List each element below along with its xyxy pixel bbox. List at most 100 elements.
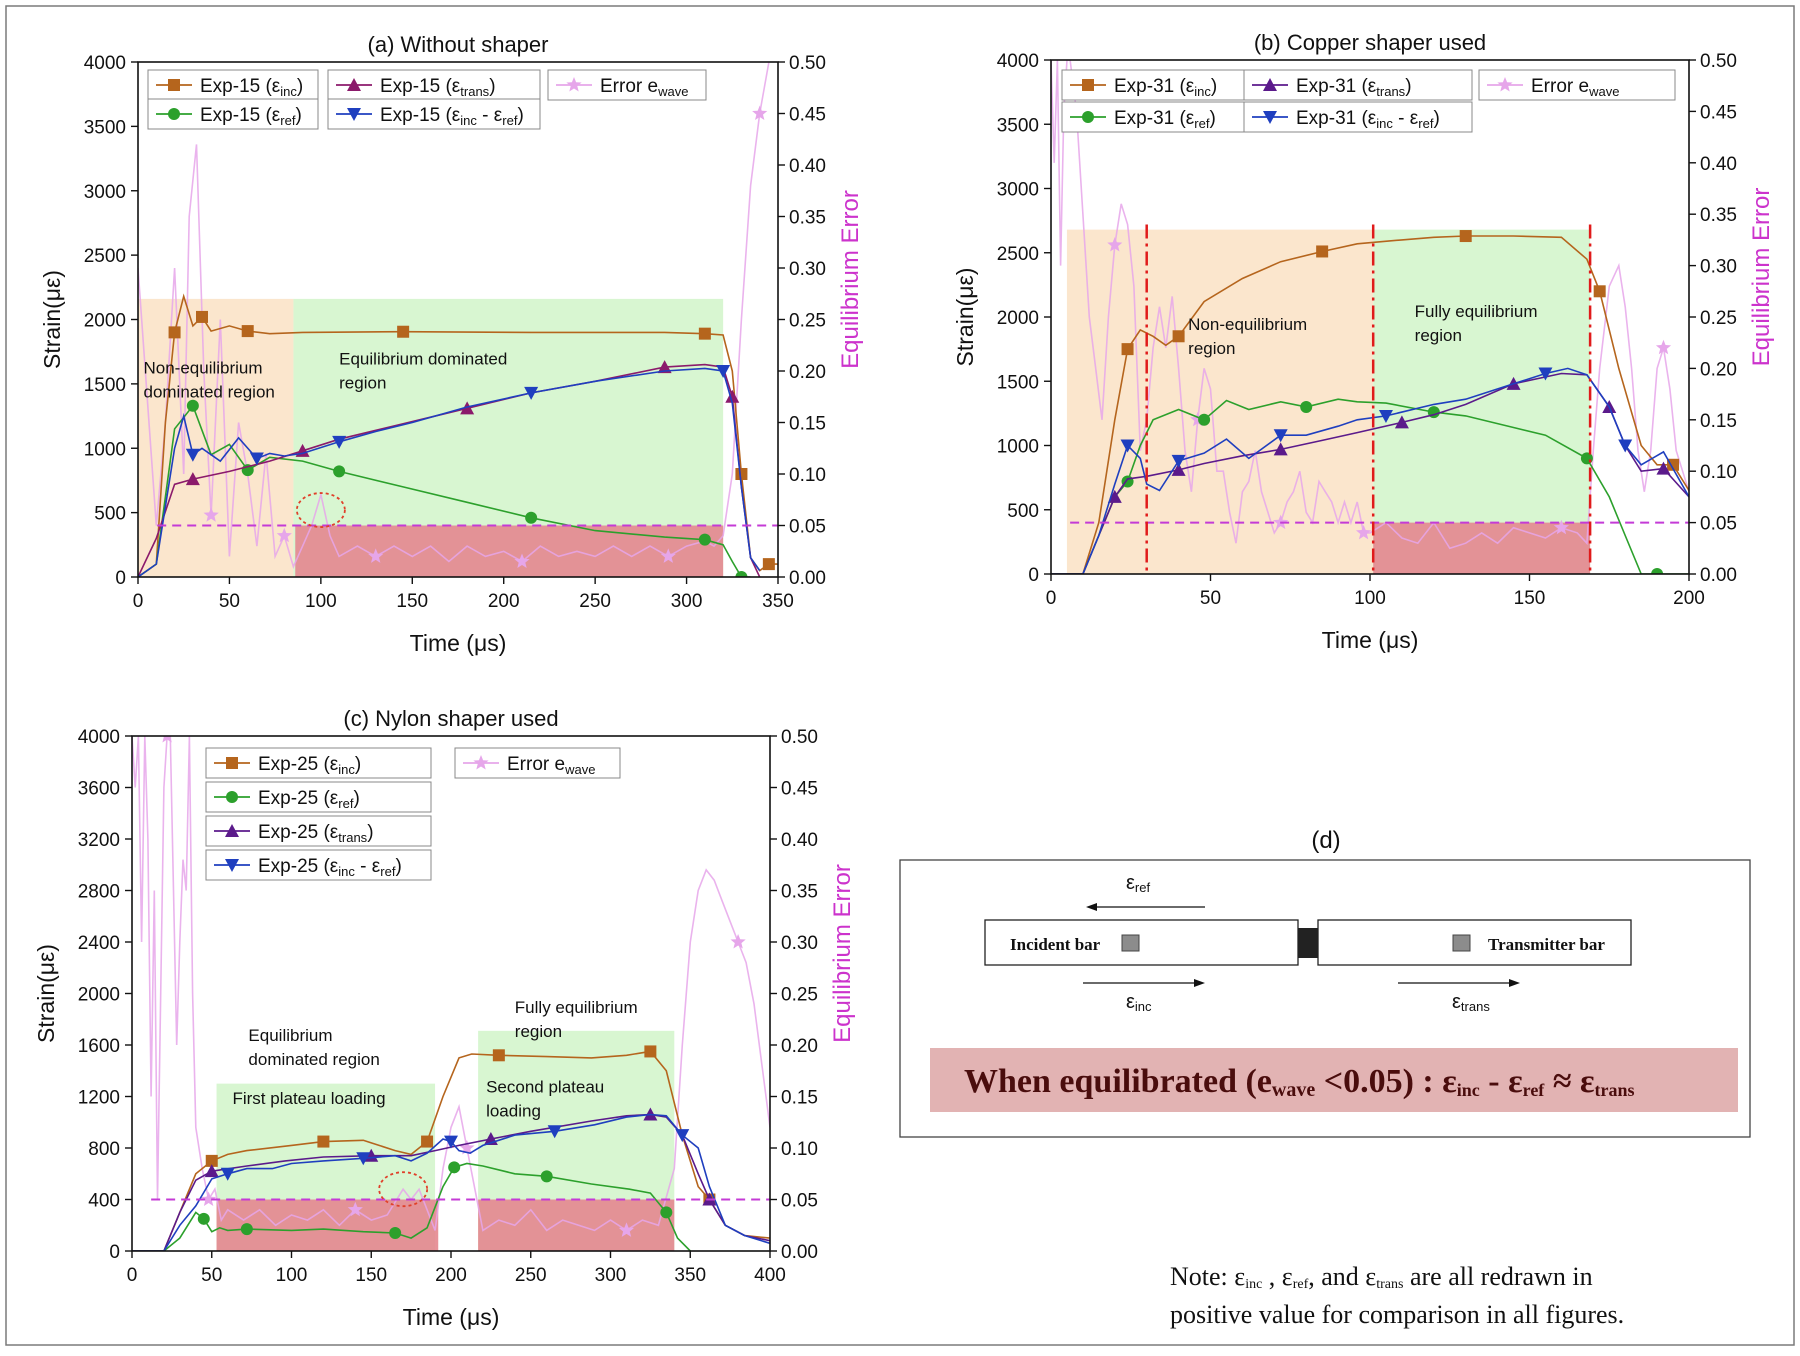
y2-tick-label-b: 0.25 [1700,308,1737,329]
y-tick-label-a: 2000 [84,311,126,332]
legend-label-b-2: Exp-31 (εtrans) [1296,76,1412,99]
highlight-ellipse-c [378,1171,429,1208]
eref-label: εref [1126,872,1150,895]
y2-tick-label-c: 0.45 [781,779,818,800]
legend-marker-a-0 [168,79,180,91]
series-marker-c-4 [730,934,746,949]
x-axis-label-c: Time (μs) [403,1304,500,1330]
series-marker-a-4 [203,507,219,522]
y2-axis-label-c: Equilibrium Error [829,864,856,1043]
etrans-label: εtrans [1452,991,1490,1014]
y-tick-label-b: 1000 [997,437,1039,458]
y2-tick-label-a: 0.10 [789,465,826,486]
annotation-a-1: Equilibrium dominated region [339,350,507,393]
legend-label-b-1: Exp-31 (εref) [1114,108,1216,131]
note-line-1: Note: εinc , εref, and εtrans are all re… [1170,1262,1593,1292]
legend-label-c-4: Error ewave [507,754,595,777]
highlight-ellipse-a [295,492,346,528]
panel-b-chart: Non-equilibrium region Fully equilibrium re… [952,30,1775,653]
plot-area-b [1051,60,1689,574]
legend-label-a-3: Exp-15 (εinc - εref) [380,105,524,128]
series-marker-a-3 [524,386,539,400]
y2-tick-label-b: 0.20 [1700,359,1737,380]
y-tick-label-a: 0 [115,568,126,589]
y-tick-label-a: 1500 [84,375,126,396]
y-tick-label-c: 1200 [78,1088,120,1109]
annotation-b-1: Fully equilibrium region [1415,302,1538,345]
series-marker-b-3 [1378,409,1393,423]
series-marker-b-0 [1172,330,1185,343]
series-marker-c-4 [347,1201,363,1217]
series-marker-c-0 [644,1045,657,1058]
annotation-c-1: First plateau loading [232,1089,385,1108]
y2-tick-label-c: 0.05 [781,1191,818,1212]
y2-tick-label-b: 0.30 [1700,257,1737,278]
legend-marker-b-0 [1082,79,1094,91]
series-marker-c-3 [444,1135,458,1149]
y-tick-label-b: 2000 [997,308,1039,329]
legend-label-c-0: Exp-25 (εinc) [258,754,361,777]
series-line-b-1 [1051,398,1689,574]
note: Note: εinc , εref, and εtrans are all re… [1170,1262,1624,1329]
series-line-c-4 [132,736,770,1232]
x-tick-label-b: 50 [1200,588,1221,609]
legend-marker-b-1 [1082,111,1094,123]
y2-tick-label-c: 0.35 [781,882,818,903]
y-tick-label-b: 3500 [997,115,1039,136]
series-marker-b-3 [1120,439,1135,453]
series-marker-b-4 [1356,524,1372,540]
note-line-2: positive value for comparison in all fig… [1170,1300,1624,1329]
y2-axis-label-b: Equilibrium Error [1748,188,1775,367]
series-marker-b-2 [1107,489,1122,503]
shaded-region-b-1 [1373,229,1591,574]
legend-marker-a-3 [347,108,361,121]
x-tick-label-a: 250 [579,591,611,612]
legend-label-c-1: Exp-25 (εref) [258,788,360,811]
series-line-a-4 [138,62,770,570]
y2-tick-label-a: 0.05 [789,517,826,538]
series-line-c-0 [132,1050,770,1251]
x-tick-label-c: 400 [754,1265,786,1286]
series-marker-a-0 [241,325,254,338]
x-tick-label-c: 0 [127,1265,138,1286]
series-marker-b-3 [1171,454,1186,468]
series-marker-a-0 [735,468,748,480]
series-line-b-3 [1051,367,1689,574]
series-marker-c-0 [205,1154,218,1167]
series-marker-b-4 [1655,339,1672,355]
y2-tick-label-a: 0.00 [789,568,826,589]
transmitter-gauge [1452,934,1471,952]
plot-area-c [132,736,770,1251]
x-tick-label-b: 200 [1673,588,1705,609]
x-tick-label-c: 150 [355,1265,387,1286]
y-tick-label-a: 3000 [84,182,126,203]
series-marker-c-0 [421,1135,434,1148]
x-tick-label-a: 300 [671,591,703,612]
etrans-arrowhead [1509,979,1520,987]
series-marker-c-0 [492,1049,505,1062]
y2-axis-label-a: Equilibrium Error [837,190,864,369]
y-tick-label-c: 4000 [78,727,120,748]
x-axis-label-a: Time (μs) [410,630,507,656]
series-marker-c-4 [618,1222,635,1237]
y-axis-label-c: Strain(με) [33,944,59,1043]
y-tick-label-b: 500 [1007,501,1039,522]
x-tick-label-c: 250 [515,1265,547,1286]
series-marker-a-0 [168,326,181,339]
legend-label-b-3: Exp-31 (εinc - εref) [1296,108,1440,131]
einc-arrowhead [1194,979,1205,987]
y2-tick-label-c: 0.50 [781,727,818,748]
y-tick-label-b: 0 [1028,565,1039,586]
series-marker-c-1 [240,1223,253,1236]
chart-title-a: (a) Without shaper [368,32,549,57]
equilibrium-banner [930,1048,1738,1112]
annotation-a-0: Non-equilibrium dominated region [143,359,274,402]
x-tick-label-c: 50 [201,1265,222,1286]
legend-marker-c-3 [225,859,239,872]
series-marker-a-1 [698,533,711,546]
x-tick-label-a: 200 [488,591,520,612]
x-tick-label-a: 150 [396,591,428,612]
panel-a-chart: Non-equilibrium dominated region Equilibri… [39,32,864,656]
y2-tick-label-c: 0.30 [781,933,818,954]
